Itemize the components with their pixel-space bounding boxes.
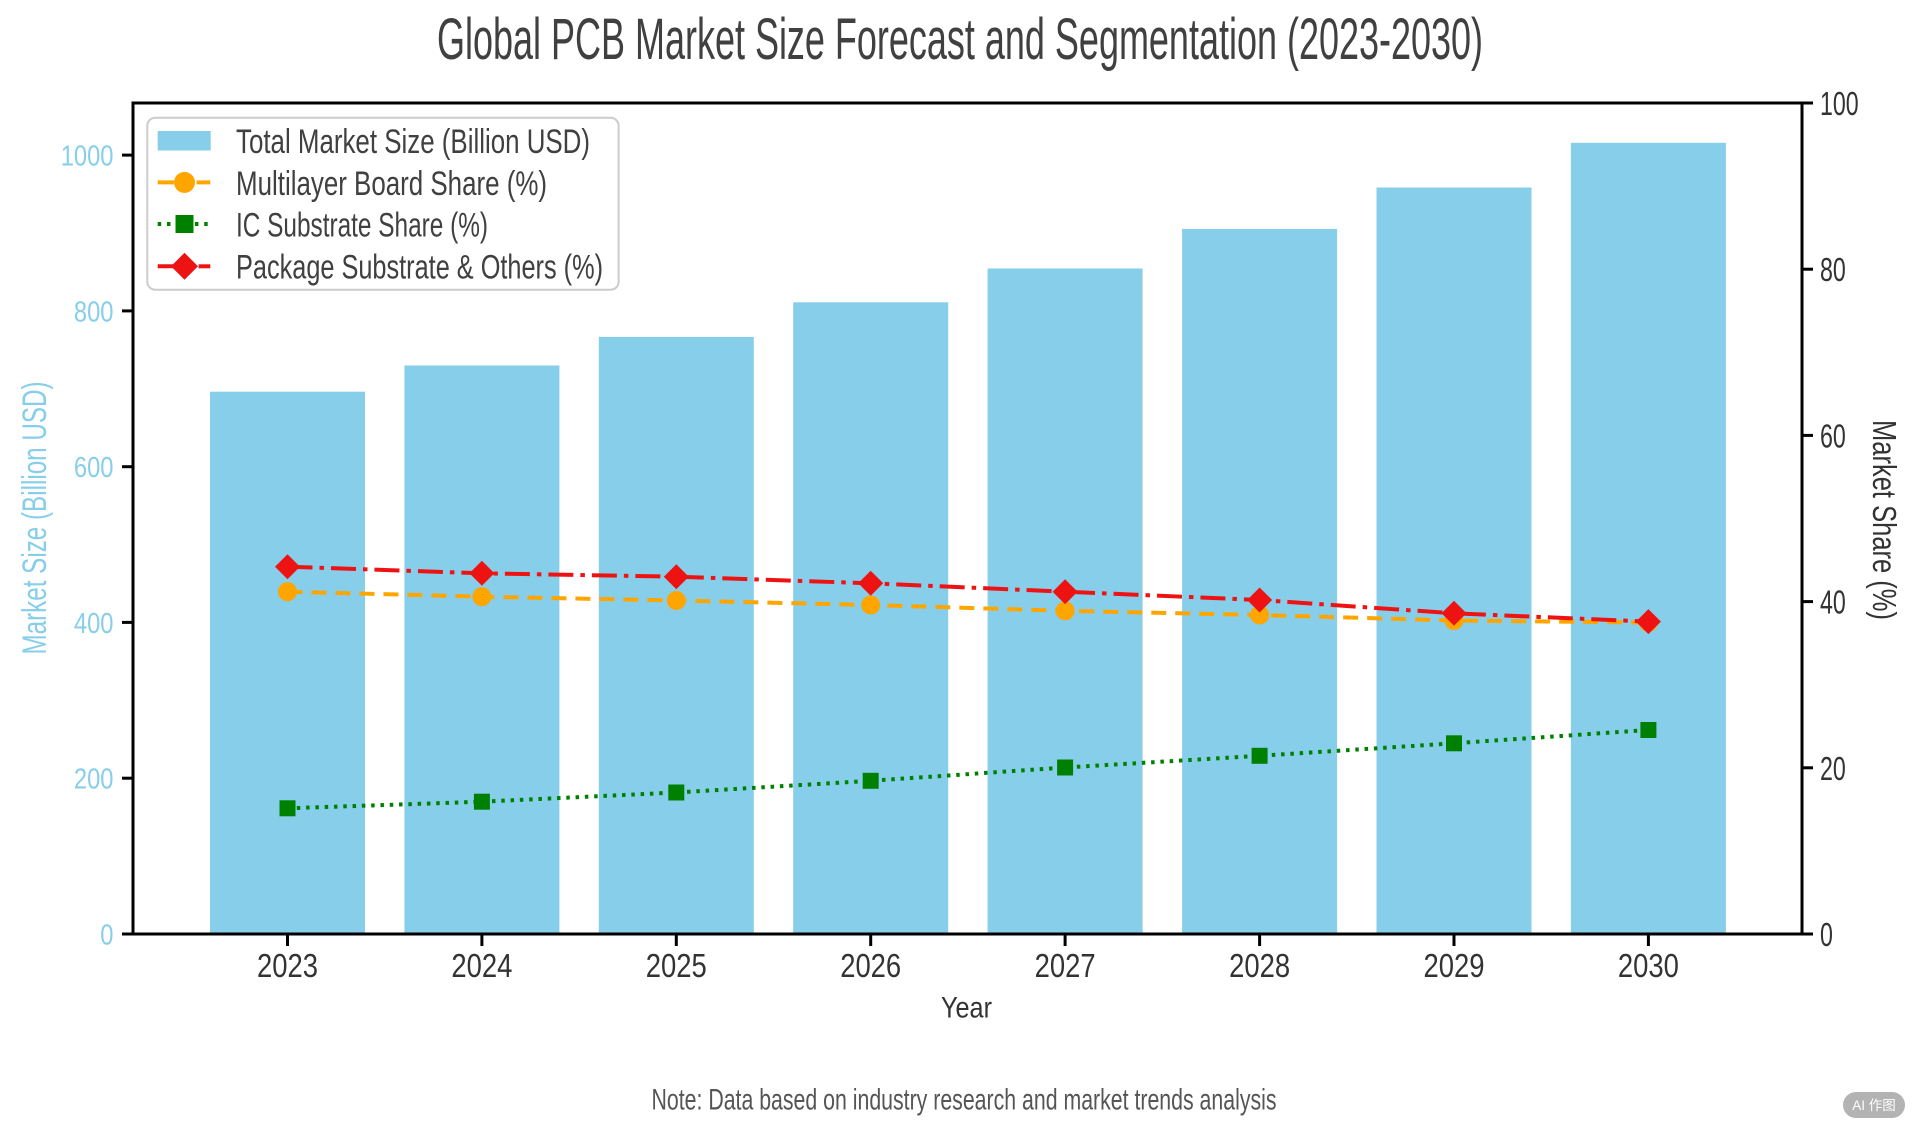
svg-text:Market Size (Billion USD): Market Size (Billion USD) bbox=[16, 382, 54, 655]
svg-text:60: 60 bbox=[1820, 417, 1846, 454]
svg-text:20: 20 bbox=[1820, 750, 1846, 787]
svg-text:2027: 2027 bbox=[1035, 947, 1096, 984]
svg-text:100: 100 bbox=[1820, 85, 1859, 122]
svg-text:0: 0 bbox=[100, 920, 113, 952]
svg-text:2029: 2029 bbox=[1424, 947, 1485, 984]
svg-text:0: 0 bbox=[1820, 916, 1833, 953]
svg-text:Note: Data based on industry r: Note: Data based on industry research an… bbox=[652, 1084, 1277, 1117]
svg-text:Year: Year bbox=[941, 992, 992, 1025]
svg-text:2024: 2024 bbox=[451, 947, 512, 984]
svg-text:800: 800 bbox=[74, 296, 114, 328]
svg-text:2023: 2023 bbox=[257, 947, 318, 984]
svg-text:Market Share (%): Market Share (%) bbox=[1866, 420, 1903, 620]
svg-text:1000: 1000 bbox=[61, 141, 114, 173]
svg-text:80: 80 bbox=[1820, 251, 1846, 288]
svg-text:Package Substrate & Others (%): Package Substrate & Others (%) bbox=[236, 249, 603, 287]
svg-text:2026: 2026 bbox=[840, 947, 901, 984]
svg-text:2028: 2028 bbox=[1229, 947, 1290, 984]
svg-text:400: 400 bbox=[74, 608, 114, 640]
svg-text:IC Substrate Share (%): IC Substrate Share (%) bbox=[236, 206, 488, 244]
svg-text:AI 作图: AI 作图 bbox=[1852, 1098, 1896, 1113]
svg-text:2030: 2030 bbox=[1618, 947, 1679, 984]
svg-text:Total Market Size (Billion USD: Total Market Size (Billion USD) bbox=[236, 123, 590, 161]
svg-text:600: 600 bbox=[74, 452, 114, 484]
svg-text:2025: 2025 bbox=[646, 947, 707, 984]
svg-text:Global PCB Market Size Forecas: Global PCB Market Size Forecast and Segm… bbox=[437, 7, 1483, 72]
svg-text:Multilayer Board Share (%): Multilayer Board Share (%) bbox=[236, 165, 547, 203]
svg-text:40: 40 bbox=[1820, 584, 1846, 621]
svg-text:200: 200 bbox=[74, 764, 114, 796]
